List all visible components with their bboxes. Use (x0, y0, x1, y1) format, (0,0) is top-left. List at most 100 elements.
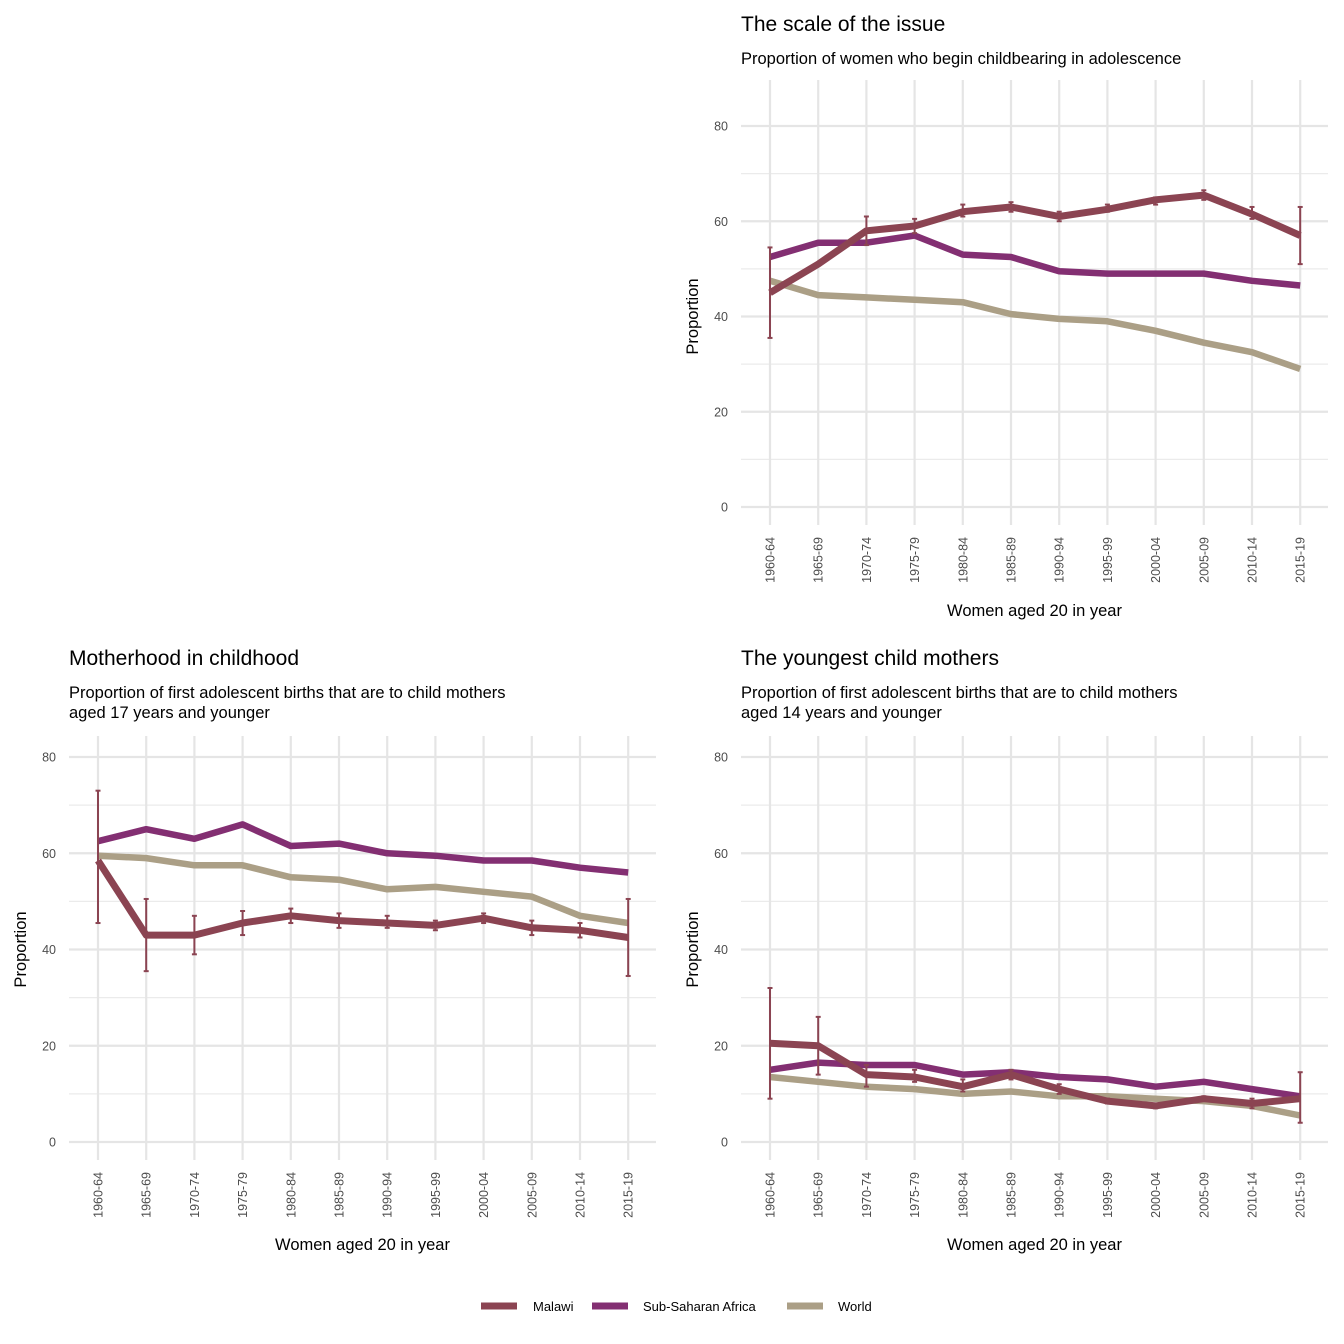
error-bar (1104, 1097, 1110, 1105)
x-axis-label: Women aged 20 in year (275, 1236, 450, 1254)
panel-motherhood: Motherhood in childhood Proportion of fir… (12, 647, 656, 1254)
chart-title: Motherhood in childhood (69, 647, 299, 670)
y-axis-label: Proportion (684, 911, 702, 987)
series-line-malawi (769, 1039, 1301, 1110)
legend-label: Malawi (533, 1299, 574, 1314)
chart-title: The youngest child mothers (741, 647, 999, 670)
error-bar (1249, 205, 1255, 220)
error-bar (1249, 1097, 1255, 1110)
error-bar (1104, 203, 1110, 213)
y-tick-label: 60 (42, 847, 56, 861)
y-tick-label: 0 (721, 1136, 728, 1150)
series-line-malawi (768, 191, 1302, 296)
y-tick-label: 60 (714, 215, 728, 229)
error-bar (1201, 1095, 1207, 1103)
chart-subtitle: Proportion of first adolescent births th… (69, 684, 506, 702)
y-tick-label: 20 (42, 1039, 56, 1053)
x-tick-label: 2005-09 (1197, 537, 1211, 583)
y-tick-label: 20 (714, 1039, 728, 1053)
legend-label: World (838, 1299, 872, 1314)
error-bar (1056, 1083, 1062, 1095)
x-axis-label: Women aged 20 in year (947, 602, 1122, 620)
panel-scale: The scale of the issue Proportion of wome… (684, 13, 1328, 620)
x-tick-label: 1990-94 (1053, 1172, 1067, 1218)
error-bar (1056, 210, 1062, 223)
error-bar (481, 912, 487, 925)
x-tick-label: 1960-64 (764, 537, 778, 583)
x-tick-label: 1965-69 (812, 537, 826, 583)
x-tick-label: 1995-99 (1101, 1172, 1115, 1218)
series-line-world (97, 852, 629, 927)
error-bar (1201, 189, 1207, 201)
error-bar (863, 1064, 869, 1088)
chart-title: The scale of the issue (741, 13, 945, 36)
x-tick-label: 2015-19 (622, 1172, 636, 1218)
x-tick-label: 1980-84 (956, 1172, 970, 1218)
x-tick-label: 1970-74 (860, 1172, 874, 1218)
x-tick-label: 1985-89 (1005, 537, 1019, 583)
y-axis-label: Proportion (684, 278, 702, 354)
y-tick-label: 40 (714, 310, 728, 324)
error-bar (960, 203, 966, 218)
error-bar (767, 987, 773, 1100)
error-bar (191, 914, 197, 956)
x-tick-label: 2010-14 (1246, 537, 1260, 583)
error-bar (384, 914, 390, 929)
y-tick-label: 80 (714, 751, 728, 765)
y-tick-label: 20 (714, 405, 728, 419)
x-tick-label: 1995-99 (429, 1172, 443, 1218)
y-tick-label: 40 (714, 943, 728, 957)
x-tick-label: 2005-09 (1197, 1172, 1211, 1218)
error-bar (1297, 205, 1303, 266)
y-axis-label: Proportion (12, 911, 30, 987)
error-bar (1008, 201, 1014, 213)
x-tick-label: 1965-69 (140, 1172, 154, 1218)
x-tick-label: 1990-94 (1053, 537, 1067, 583)
x-tick-label: 2005-09 (525, 1172, 539, 1218)
x-tick-label: 2000-04 (477, 1172, 491, 1218)
error-bar (1008, 1068, 1014, 1081)
panel-youngest: The youngest child mothers Proportion of … (684, 647, 1328, 1254)
x-tick-label: 1975-79 (908, 1172, 922, 1218)
error-bar (95, 789, 101, 925)
error-bar (960, 1078, 966, 1093)
legend-item: World (787, 1299, 872, 1314)
error-bar (1153, 1102, 1159, 1110)
error-bar (288, 907, 294, 925)
x-tick-label: 1970-74 (188, 1172, 202, 1218)
legend-label: Sub-Saharan Africa (643, 1299, 757, 1314)
error-bar (1297, 1071, 1303, 1124)
series-line-sub-saharan-africa (97, 821, 629, 876)
chart-subtitle: Proportion of first adolescent births th… (741, 684, 1178, 702)
x-axis-label: Women aged 20 in year (947, 1236, 1122, 1254)
chart-subtitle: aged 14 years and younger (741, 704, 942, 722)
chart-subtitle: Proportion of women who begin childbeari… (741, 50, 1181, 68)
y-tick-label: 0 (49, 1136, 56, 1150)
x-tick-label: 1960-64 (764, 1172, 778, 1218)
x-tick-label: 1980-84 (284, 1172, 298, 1218)
x-tick-label: 1975-79 (908, 537, 922, 583)
legend-item: Malawi (481, 1299, 574, 1314)
error-bar (767, 246, 773, 339)
error-bar (1153, 196, 1159, 206)
x-tick-label: 1990-94 (381, 1172, 395, 1218)
x-tick-label: 2000-04 (1149, 1172, 1163, 1218)
x-tick-label: 1995-99 (1101, 537, 1115, 583)
error-bar (336, 912, 342, 929)
series-line-world (769, 277, 1302, 372)
x-tick-label: 1960-64 (92, 1172, 106, 1218)
x-tick-label: 2015-19 (1294, 537, 1308, 583)
x-tick-label: 2010-14 (574, 1172, 588, 1218)
error-bar (863, 215, 869, 247)
x-tick-label: 1980-84 (956, 537, 970, 583)
legend-item: Sub-Saharan Africa (592, 1299, 757, 1314)
y-tick-label: 40 (42, 943, 56, 957)
y-tick-label: 80 (714, 120, 728, 134)
error-bar (912, 1068, 918, 1083)
y-tick-label: 80 (42, 751, 56, 765)
series-line-sub-saharan-africa (769, 1059, 1301, 1100)
x-tick-label: 2010-14 (1246, 1172, 1260, 1218)
error-bar (912, 217, 918, 235)
error-bar (240, 910, 246, 937)
